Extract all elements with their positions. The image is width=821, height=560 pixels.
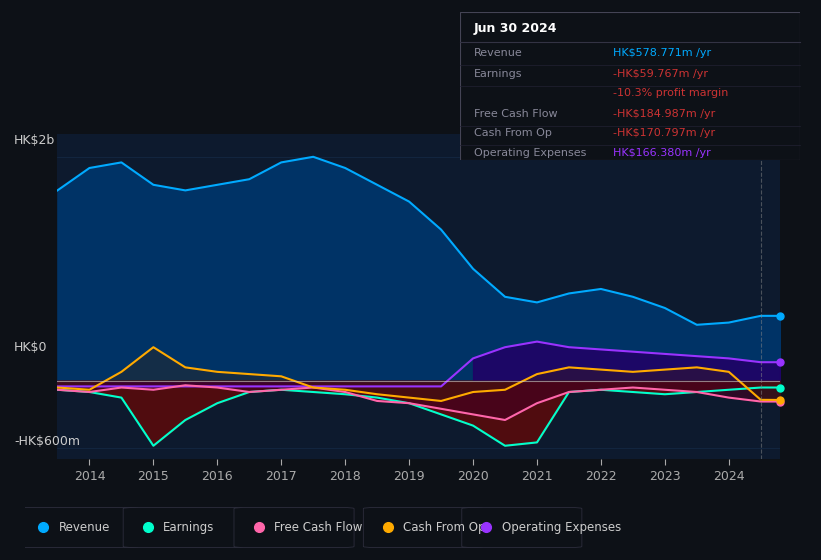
FancyBboxPatch shape [123, 507, 243, 548]
Text: Cash From Op: Cash From Op [403, 521, 486, 534]
Text: -10.3% profit margin: -10.3% profit margin [613, 88, 728, 99]
FancyBboxPatch shape [18, 507, 139, 548]
Text: Operating Expenses: Operating Expenses [502, 521, 621, 534]
FancyBboxPatch shape [234, 507, 354, 548]
FancyBboxPatch shape [461, 507, 582, 548]
Text: HK$578.771m /yr: HK$578.771m /yr [613, 49, 711, 58]
Text: Revenue: Revenue [58, 521, 110, 534]
Text: -HK$184.987m /yr: -HK$184.987m /yr [613, 109, 715, 119]
Text: HK$0: HK$0 [14, 340, 48, 354]
Text: Earnings: Earnings [163, 521, 214, 534]
Text: -HK$170.797m /yr: -HK$170.797m /yr [613, 128, 715, 138]
Text: Revenue: Revenue [474, 49, 522, 58]
Text: Free Cash Flow: Free Cash Flow [274, 521, 362, 534]
Text: HK$166.380m /yr: HK$166.380m /yr [613, 148, 711, 157]
Text: Jun 30 2024: Jun 30 2024 [474, 22, 557, 35]
Text: -HK$59.767m /yr: -HK$59.767m /yr [613, 69, 708, 79]
Text: -HK$600m: -HK$600m [14, 435, 80, 448]
Text: Operating Expenses: Operating Expenses [474, 148, 586, 157]
Text: Earnings: Earnings [474, 69, 522, 79]
FancyBboxPatch shape [363, 507, 484, 548]
Text: HK$2b: HK$2b [14, 134, 55, 147]
Text: Free Cash Flow: Free Cash Flow [474, 109, 557, 119]
Text: Cash From Op: Cash From Op [474, 128, 552, 138]
